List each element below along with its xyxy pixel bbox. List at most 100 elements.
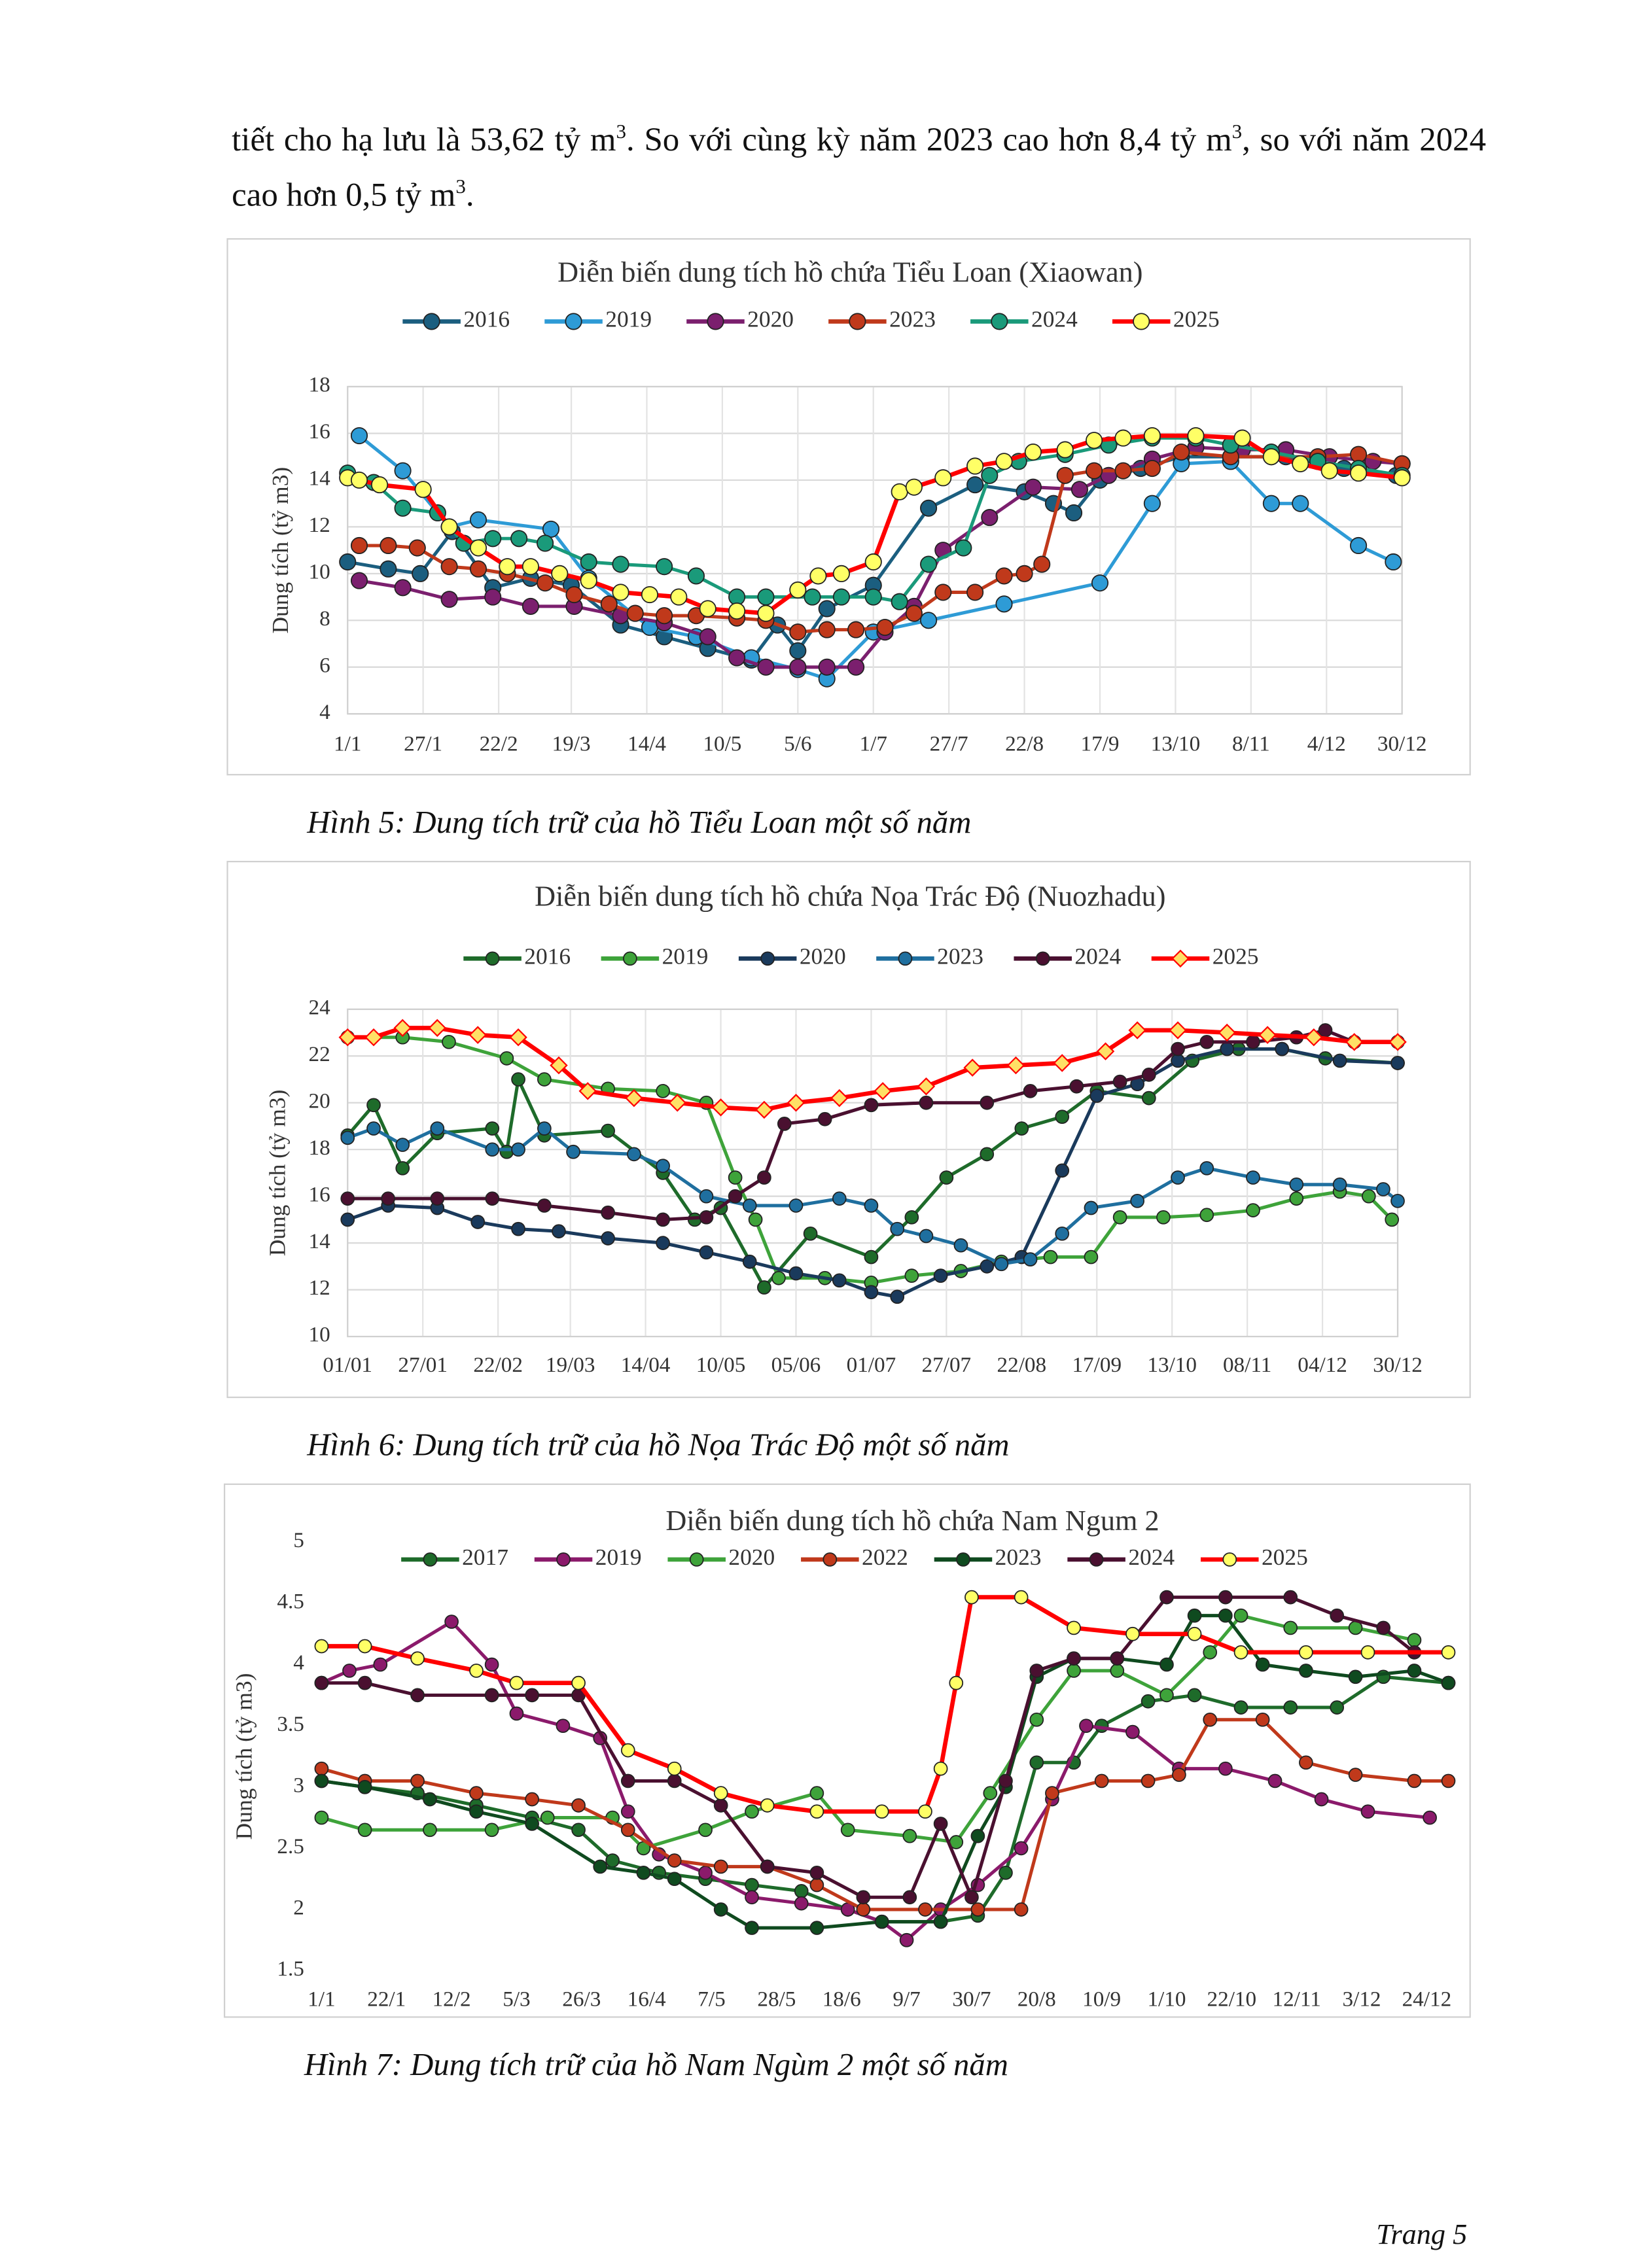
marker xyxy=(340,1130,355,1145)
marker xyxy=(1292,455,1309,472)
marker xyxy=(1084,1200,1099,1215)
marker xyxy=(1376,1620,1390,1635)
marker xyxy=(525,1792,539,1807)
legend-marker xyxy=(623,951,637,966)
marker xyxy=(981,509,999,527)
marker xyxy=(933,1761,948,1776)
x-tick-label: 9/7 xyxy=(893,1987,920,2012)
marker xyxy=(364,1028,383,1047)
marker xyxy=(350,427,368,445)
marker xyxy=(1029,1755,1044,1770)
page-number: Trang 5 xyxy=(1376,2218,1467,2250)
y-tick-label: 22 xyxy=(308,1042,330,1066)
marker xyxy=(1029,1664,1044,1678)
marker xyxy=(339,553,357,571)
legend-label: 2019 xyxy=(595,1544,642,1570)
marker xyxy=(357,1823,372,1838)
marker xyxy=(728,1189,743,1204)
marker xyxy=(980,1147,995,1162)
legend-marker xyxy=(556,1552,571,1567)
x-tick-label: 13/10 xyxy=(1147,1353,1197,1377)
marker xyxy=(1199,1208,1214,1223)
legend-label: 2024 xyxy=(1128,1544,1175,1570)
legend-marker xyxy=(1222,1552,1237,1567)
marker xyxy=(966,584,984,601)
marker xyxy=(350,572,368,589)
marker xyxy=(1283,1590,1298,1605)
marker xyxy=(1171,1170,1185,1185)
marker xyxy=(1289,1191,1304,1206)
legend-label: 2023 xyxy=(995,1544,1042,1570)
figure-frame xyxy=(223,1483,1471,2018)
marker xyxy=(757,658,775,676)
marker xyxy=(699,628,717,646)
marker xyxy=(552,1224,566,1239)
marker xyxy=(571,1798,586,1813)
chart-title: Diễn biến dung tích hồ chứa Tiểu Loan (X… xyxy=(557,256,1142,288)
marker xyxy=(1389,1033,1407,1051)
marker xyxy=(728,602,746,620)
marker xyxy=(525,1817,539,1831)
x-tick-label: 05/06 xyxy=(771,1353,821,1377)
series-line xyxy=(359,450,1403,634)
marker xyxy=(469,1026,487,1044)
marker xyxy=(920,555,938,573)
marker xyxy=(1233,1645,1248,1660)
marker xyxy=(537,1198,552,1213)
marker xyxy=(423,1792,437,1807)
marker xyxy=(919,1095,934,1110)
x-tick-label: 22/8 xyxy=(1005,732,1044,756)
marker xyxy=(1258,1026,1277,1044)
y-axis-label: Dung tích (tỷ m3) xyxy=(264,1090,290,1257)
marker xyxy=(1203,1645,1218,1660)
marker xyxy=(698,1823,713,1838)
series-line xyxy=(359,445,1402,669)
marker xyxy=(565,585,583,604)
y-tick-label: 8 xyxy=(319,606,330,631)
marker xyxy=(340,1191,355,1206)
y-axis-label: Dung tích (tỷ m3) xyxy=(267,467,293,634)
marker xyxy=(1218,1761,1233,1776)
marker xyxy=(905,478,923,496)
x-tick-label: 20/8 xyxy=(1018,1987,1056,2012)
marker xyxy=(953,1238,968,1253)
marker xyxy=(1125,1724,1140,1739)
marker xyxy=(509,1675,524,1690)
marker xyxy=(1255,1712,1270,1727)
x-tick-label: 26/3 xyxy=(562,1987,601,2012)
marker xyxy=(933,1817,948,1831)
marker xyxy=(636,1865,651,1880)
marker xyxy=(1045,1786,1059,1800)
marker xyxy=(395,1138,410,1152)
marker xyxy=(789,581,807,599)
marker xyxy=(1096,1042,1115,1060)
x-tick-label: 22/1 xyxy=(367,1987,406,2012)
marker xyxy=(995,453,1013,470)
marker xyxy=(803,1226,818,1241)
marker xyxy=(1246,1034,1260,1049)
marker xyxy=(757,1280,771,1295)
marker xyxy=(357,1675,372,1690)
legend-label: 2024 xyxy=(1031,306,1078,332)
marker xyxy=(856,1890,871,1905)
marker xyxy=(1441,1773,1456,1788)
marker xyxy=(1441,1675,1456,1690)
marker xyxy=(890,1221,905,1236)
marker xyxy=(899,1932,914,1947)
marker xyxy=(1246,1203,1260,1217)
y-tick-label: 3 xyxy=(293,1773,304,1797)
marker xyxy=(830,1089,849,1108)
y-tick-label: 6 xyxy=(319,653,330,677)
marker xyxy=(847,621,865,638)
marker xyxy=(469,1786,484,1800)
x-tick-label: 17/9 xyxy=(1080,732,1119,756)
marker xyxy=(612,584,629,601)
marker xyxy=(1055,1109,1070,1125)
marker xyxy=(1143,460,1161,478)
marker xyxy=(1330,1700,1345,1715)
marker xyxy=(699,600,717,618)
marker xyxy=(995,567,1013,585)
marker xyxy=(314,1810,329,1825)
legend-marker xyxy=(898,951,913,966)
marker xyxy=(1393,469,1411,487)
